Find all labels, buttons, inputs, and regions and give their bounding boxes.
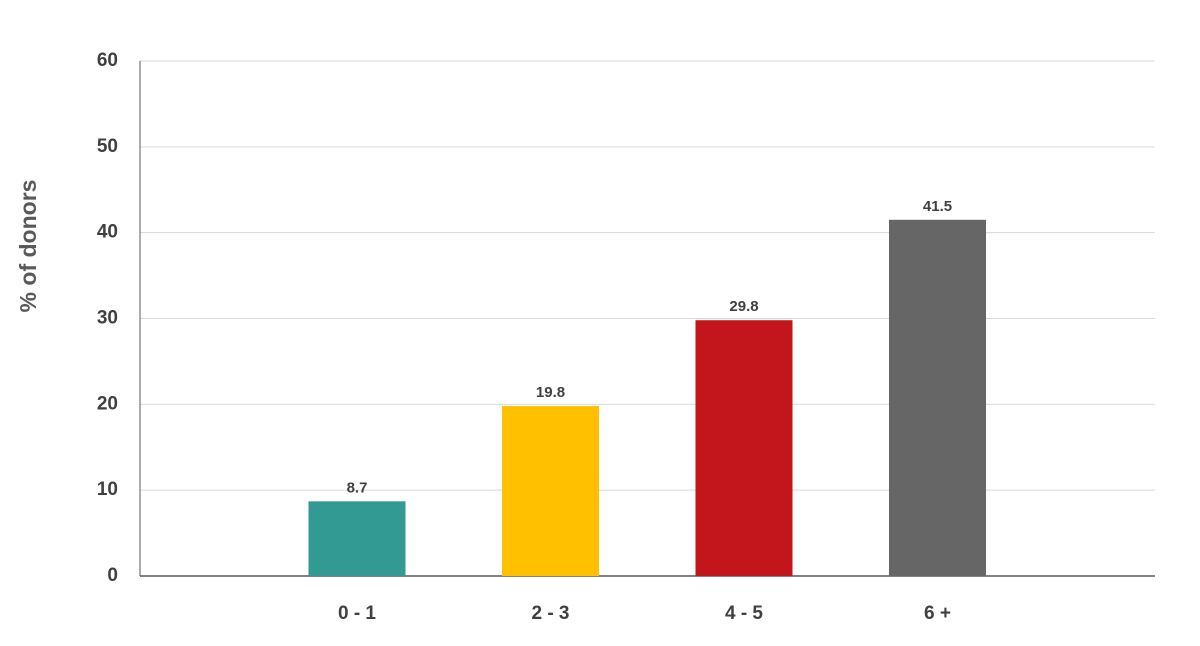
y-tick-label: 20 — [97, 393, 118, 414]
bar — [502, 406, 599, 576]
y-tick-label: 60 — [97, 50, 118, 71]
y-axis-label: % of donors — [15, 180, 41, 313]
x-tick-label: 0 - 1 — [338, 603, 376, 624]
data-label: 19.8 — [536, 384, 565, 401]
y-tick-label: 0 — [107, 565, 118, 586]
bar — [695, 320, 793, 576]
x-tick-label: 4 - 5 — [725, 603, 763, 624]
y-tick-label: 40 — [97, 222, 118, 243]
data-label: 29.8 — [729, 298, 758, 315]
bar — [308, 501, 406, 576]
y-tick-label: 50 — [97, 136, 118, 157]
x-tick-label: 6 + — [924, 603, 951, 624]
x-tick-label: 2 - 3 — [531, 603, 569, 624]
y-tick-label: 30 — [97, 308, 118, 329]
bar — [889, 219, 986, 576]
data-label: 8.7 — [347, 479, 368, 496]
y-tick-label: 10 — [97, 479, 118, 500]
data-label: 41.5 — [923, 198, 952, 215]
